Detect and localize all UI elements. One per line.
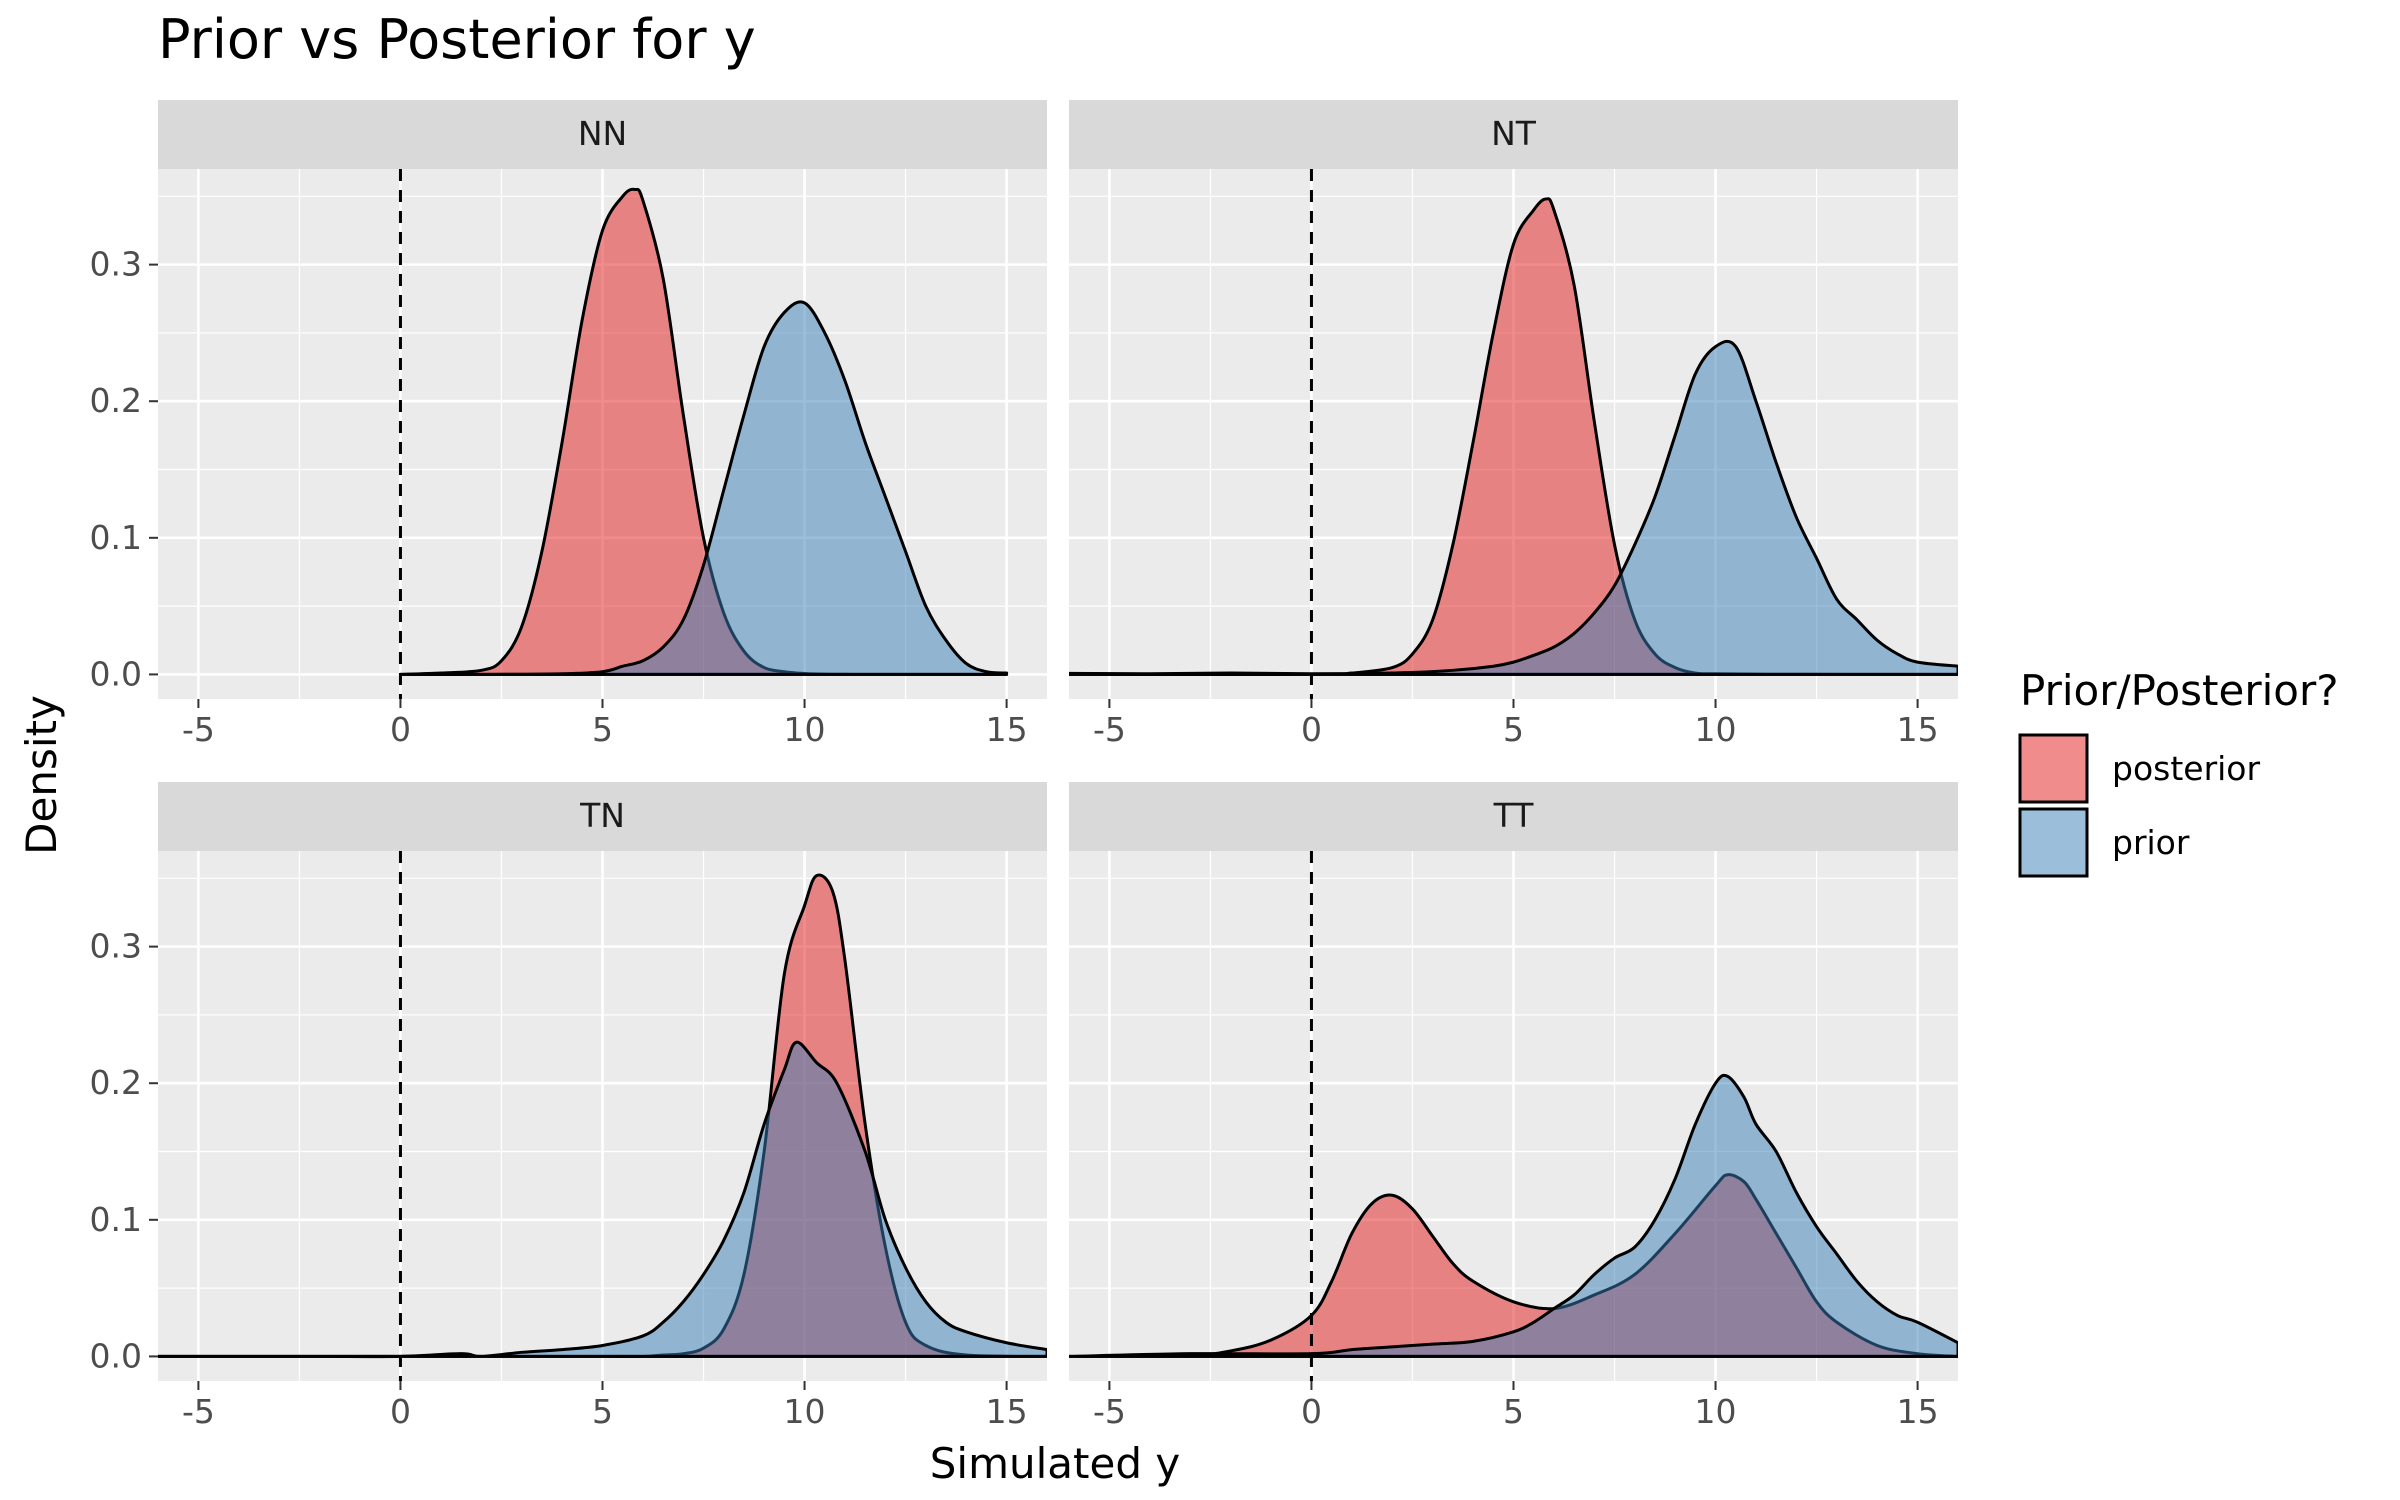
x-tick-label: 10: [1695, 1392, 1737, 1431]
facet-strip: [158, 100, 1047, 169]
facet-strip-label: TT: [1493, 796, 1535, 835]
y-axis-title: Density: [17, 695, 66, 855]
chart-title: Prior vs Posterior for y: [158, 8, 756, 71]
facet-strip: [158, 782, 1047, 851]
x-tick-label: 15: [1897, 1392, 1939, 1431]
prior-density-nn: [398, 300, 1009, 676]
y-tick-label: 0.1: [90, 518, 142, 557]
y-tick-label: 0.2: [90, 381, 142, 420]
prior-density-tn: [158, 1040, 1047, 1359]
x-tick-label: 0: [390, 710, 411, 749]
y-tick-label: 0.0: [90, 654, 142, 693]
x-tick-label: 0: [1301, 1392, 1322, 1431]
density-areas: [398, 187, 1009, 676]
y-tick-label: 0.1: [90, 1200, 142, 1239]
x-tick-label: 5: [592, 1392, 613, 1431]
facet-tn: TN -5 0 5 10 15 0.0 0.1 0.2 0.3: [90, 782, 1047, 1431]
x-tick-label: 5: [592, 710, 613, 749]
legend-label-prior: prior: [2112, 823, 2190, 862]
density-areas: [1069, 197, 1958, 677]
x-tick-label: 10: [784, 710, 826, 749]
legend-label-posterior: posterior: [2112, 749, 2260, 788]
x-tick-label: -5: [1093, 710, 1126, 749]
y-tick-label: 0.0: [90, 1336, 142, 1375]
x-tick-label: 10: [1695, 710, 1737, 749]
facet-strip-label: NT: [1491, 114, 1537, 153]
x-tick-label: 5: [1503, 1392, 1524, 1431]
legend-item-prior: prior: [2018, 807, 2190, 878]
legend-key-prior: [2018, 807, 2089, 878]
density-areas: [158, 873, 1047, 1359]
x-tick-label: 0: [390, 1392, 411, 1431]
facet-strip: [1069, 782, 1958, 851]
legend-key-posterior: [2018, 733, 2089, 804]
facet-strip-label: NN: [578, 114, 627, 153]
x-tick-label: 0: [1301, 710, 1322, 749]
x-tick-label: 10: [784, 1392, 826, 1431]
density-areas: [1069, 1073, 1958, 1358]
legend: Prior/Posterior? posterior prior: [2018, 666, 2339, 878]
y-tick-label: 0.3: [90, 927, 142, 966]
facet-nn: NN -5 0 5 10 15 0.0 0.1 0.2 0.3: [90, 100, 1047, 749]
y-tick-label: 0.2: [90, 1063, 142, 1102]
prior-density-tt: [1069, 1073, 1958, 1358]
x-tick-label: 5: [1503, 710, 1524, 749]
legend-item-posterior: posterior: [2018, 733, 2260, 804]
x-tick-label: 15: [1897, 710, 1939, 749]
facet-strip-label: TN: [579, 796, 625, 835]
x-tick-label: 15: [986, 1392, 1028, 1431]
facet-nt: NT -5 0 5 10 15: [1069, 100, 1958, 749]
legend-entries: posterior prior: [2018, 733, 2260, 878]
prior-density-nt: [1069, 339, 1958, 676]
x-axis-title: Simulated y: [930, 1439, 1180, 1488]
x-tick-label: -5: [1093, 1392, 1126, 1431]
facet-strip: [1069, 100, 1958, 169]
x-tick-label: -5: [182, 1392, 215, 1431]
y-tick-label: 0.3: [90, 245, 142, 284]
x-tick-label: -5: [182, 710, 215, 749]
legend-title: Prior/Posterior?: [2020, 666, 2339, 715]
x-tick-label: 15: [986, 710, 1028, 749]
facet-panels: NN -5 0 5 10 15 0.0 0.1 0.2 0.3 NT -5 0 5 10 15 TN -5 0 5 10…: [90, 100, 1958, 1431]
facet-tt: TT -5 0 5 10 15: [1069, 782, 1958, 1431]
